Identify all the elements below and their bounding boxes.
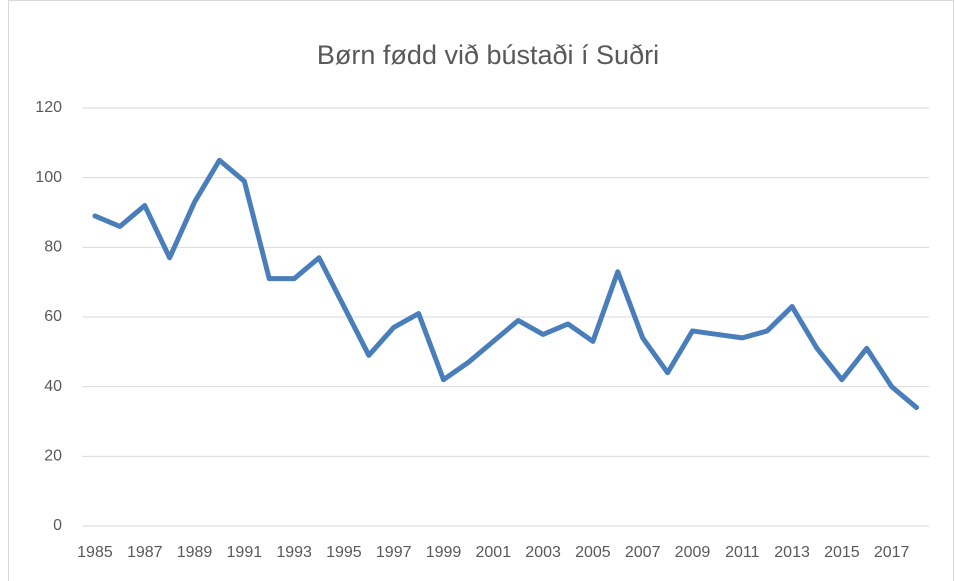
x-tick-label: 1999 xyxy=(426,544,462,561)
x-tick-label: 2017 xyxy=(874,544,910,561)
chart-frame xyxy=(8,0,954,581)
x-tick-label: 2007 xyxy=(625,544,661,561)
x-tick-label: 1987 xyxy=(127,544,163,561)
x-tick-label: 2003 xyxy=(525,544,561,561)
x-tick-label: 1995 xyxy=(326,544,362,561)
x-tick-label: 1991 xyxy=(227,544,263,561)
x-tick-label: 2011 xyxy=(725,544,760,561)
y-tick-label: 100 xyxy=(35,169,62,186)
x-tick-label: 2001 xyxy=(476,544,512,561)
x-tick-label: 2009 xyxy=(675,544,711,561)
x-tick-label: 1989 xyxy=(177,544,213,561)
y-tick-label: 60 xyxy=(44,308,62,325)
y-tick-label: 40 xyxy=(44,378,62,395)
x-tick-label: 1993 xyxy=(276,544,312,561)
x-tick-label: 1985 xyxy=(77,544,113,561)
x-tick-label: 2015 xyxy=(824,544,860,561)
x-tick-label: 2013 xyxy=(774,544,810,561)
data-line xyxy=(92,157,920,411)
y-tick-label: 120 xyxy=(35,99,62,116)
y-tick-label: 0 xyxy=(53,517,62,534)
y-tick-label: 20 xyxy=(44,448,62,465)
x-tick-label: 1997 xyxy=(376,544,412,561)
x-tick-label: 2005 xyxy=(575,544,611,561)
y-tick-label: 80 xyxy=(44,239,62,256)
chart-title: Børn fødd við bústaði í Suðri xyxy=(317,40,659,70)
